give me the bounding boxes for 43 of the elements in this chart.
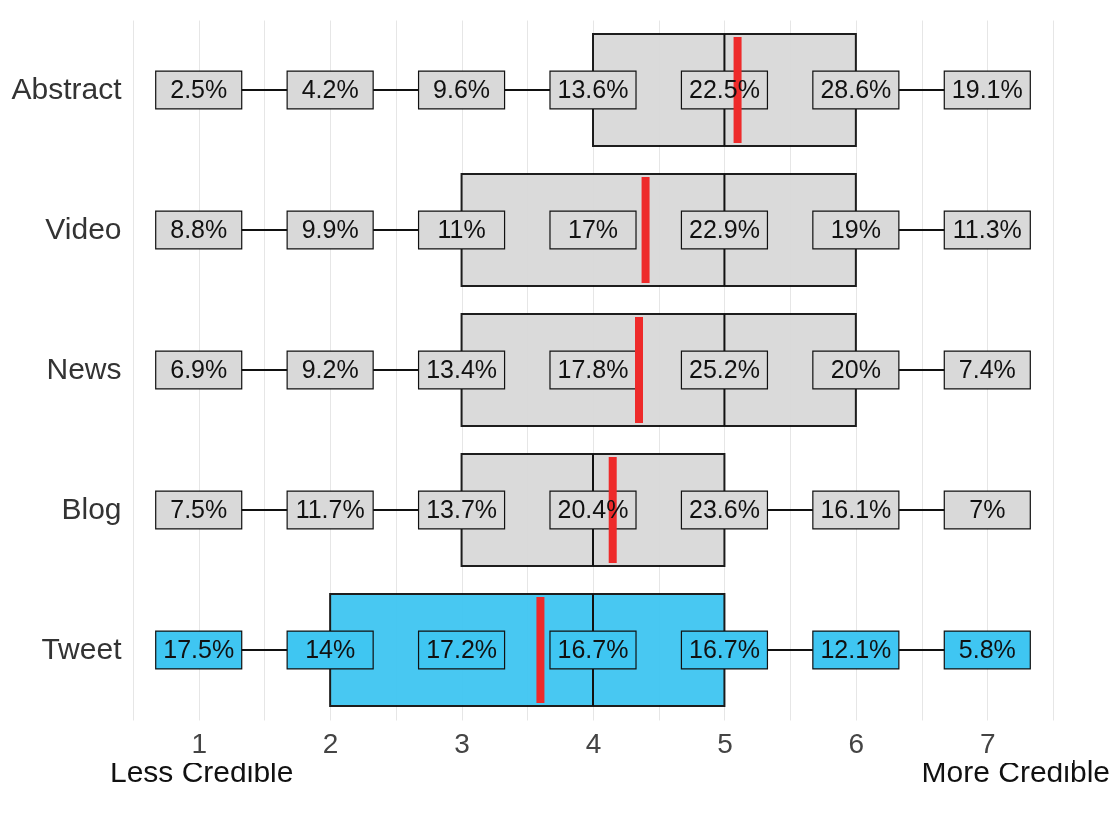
annotation: 16.7% bbox=[557, 635, 629, 663]
annotation: 4.2% bbox=[301, 75, 359, 103]
annotation: 11% bbox=[437, 215, 486, 243]
annotation: 23.6% bbox=[688, 495, 760, 523]
annotation: 5.8% bbox=[958, 635, 1016, 663]
annotation: 22.9% bbox=[688, 215, 760, 243]
annotation: 7.5% bbox=[170, 495, 228, 523]
x-tick-label: 2 bbox=[322, 727, 339, 759]
annotation: 12.1% bbox=[820, 635, 892, 663]
annotation: 20% bbox=[830, 355, 881, 383]
annotation: 11.7% bbox=[295, 495, 365, 523]
annotation: 8.8% bbox=[170, 215, 228, 243]
annotation: 2.5% bbox=[170, 75, 228, 103]
annotation: 14% bbox=[305, 635, 356, 663]
annotation: 17.5% bbox=[163, 635, 235, 663]
annotation: 7.4% bbox=[958, 355, 1016, 383]
annotation: 17.2% bbox=[426, 635, 498, 663]
annotation: 11.3% bbox=[952, 215, 1022, 243]
annotation: 16.1% bbox=[820, 495, 892, 523]
annotation: 28.6% bbox=[820, 75, 892, 103]
y-tick-label: News bbox=[46, 352, 122, 385]
x-tick-label: 3 bbox=[454, 727, 470, 759]
annotation: 25.2% bbox=[688, 355, 760, 383]
annotation: 9.9% bbox=[301, 215, 359, 243]
annotation: 13.6% bbox=[557, 75, 629, 103]
annotation: 17.8% bbox=[557, 355, 629, 383]
y-tick-label: Abstract bbox=[11, 72, 123, 105]
annotation: 17% bbox=[567, 215, 619, 243]
annotation: 13.7% bbox=[426, 495, 498, 523]
y-tick-label: Tweet bbox=[41, 632, 123, 665]
annotation: 7% bbox=[969, 495, 1006, 523]
annotation: 9.6% bbox=[433, 75, 491, 103]
annotation: 19.1% bbox=[951, 75, 1023, 103]
annotation: 13.4% bbox=[426, 355, 498, 383]
y-tick-label: Blog bbox=[61, 492, 122, 525]
x-tick-label: 6 bbox=[848, 727, 865, 759]
annotation: 9.2% bbox=[301, 355, 359, 383]
x-tick-label: 5 bbox=[717, 727, 733, 759]
annotation: 6.9% bbox=[170, 355, 228, 383]
annotation: 16.7% bbox=[688, 635, 760, 663]
y-tick-label: Video bbox=[45, 212, 122, 245]
annotation: 19% bbox=[830, 215, 881, 243]
x-tick-label: 4 bbox=[585, 727, 602, 759]
